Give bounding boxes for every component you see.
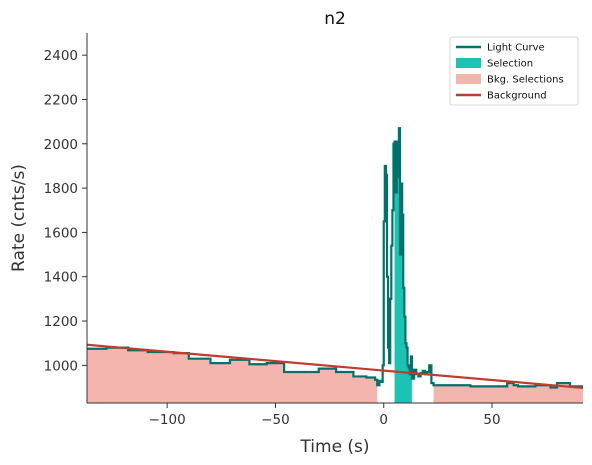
x-tick-label: 50 — [483, 412, 500, 428]
y-axis-label: Rate (cnts/s) — [9, 164, 29, 272]
bkg-selection-fill-1 — [87, 347, 378, 403]
y-tick-label: 2000 — [44, 137, 78, 153]
chart-title: n2 — [324, 9, 346, 29]
x-axis-ticks: −100 −50 0 50 — [149, 403, 501, 428]
x-axis-label: Time (s) — [299, 437, 369, 457]
x-tick-label: 0 — [379, 412, 388, 428]
x-tick-label: −50 — [261, 412, 290, 428]
legend-label-1: Light Curve — [487, 43, 545, 54]
y-tick-label: 2200 — [44, 92, 78, 108]
legend-label-3: Bkg. Selections — [487, 75, 564, 86]
legend-swatch-2 — [456, 58, 481, 68]
y-tick-label: 1200 — [44, 314, 78, 330]
light-curve-series — [87, 127, 583, 389]
legend-frame — [449, 36, 579, 106]
background-fit-line — [87, 343, 583, 390]
legend-swatch-3 — [456, 74, 481, 84]
y-tick-label: 1400 — [44, 270, 78, 286]
bkg-selection-fill-2 — [433, 383, 583, 403]
background-selection-fills — [87, 347, 583, 403]
y-tick-label: 1000 — [44, 358, 78, 374]
y-tick-label: 1800 — [44, 181, 78, 197]
y-tick-label: 2400 — [44, 48, 78, 64]
x-tick-label: −100 — [149, 412, 186, 428]
legend: Light Curve Selection Bkg. Selections Backg… — [449, 36, 579, 106]
y-tick-label: 1600 — [44, 225, 78, 241]
y-axis-ticks: 1000 1200 1400 1600 1800 2000 2200 2400 — [44, 48, 87, 374]
legend-label-2: Selection — [487, 59, 533, 70]
legend-label-4: Background — [487, 91, 547, 102]
plot-area — [87, 127, 583, 403]
